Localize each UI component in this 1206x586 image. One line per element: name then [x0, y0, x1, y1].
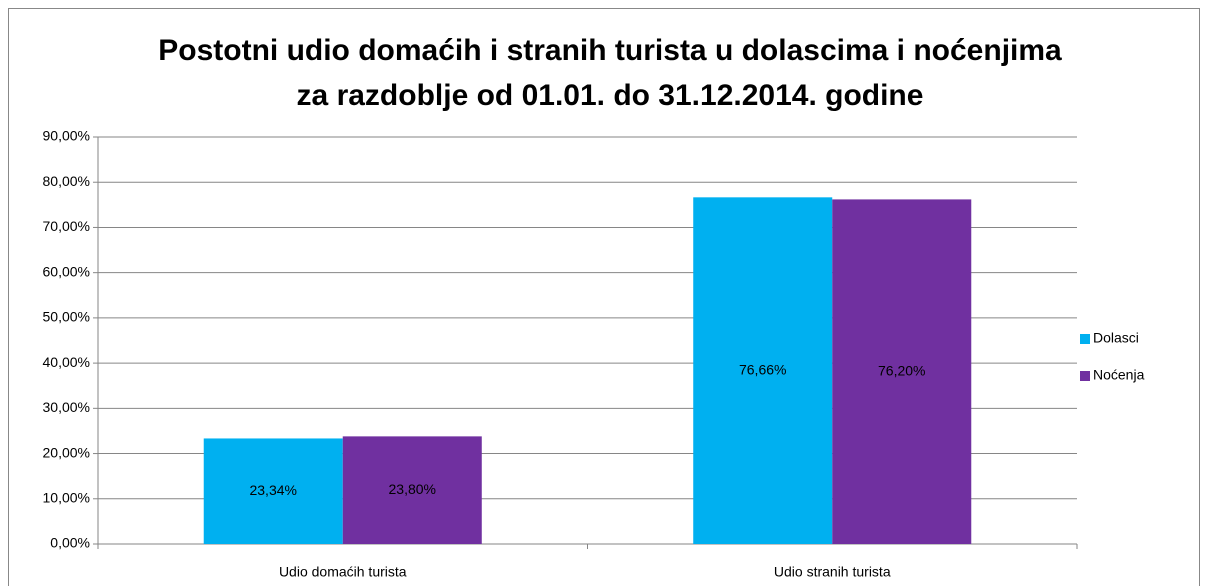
legend-swatch	[1080, 371, 1090, 381]
bar	[693, 197, 833, 544]
data-label: 23,80%	[389, 481, 436, 497]
y-tick-label: 80,00%	[43, 173, 90, 189]
data-label: 76,20%	[878, 362, 925, 378]
chart-title: Postotni udio domaćih i stranih turista …	[158, 34, 1062, 67]
x-tick-label: Udio domaćih turista	[279, 564, 407, 580]
legend-label: Dolasci	[1093, 330, 1139, 346]
data-label: 23,34%	[249, 482, 296, 498]
x-tick-label: Udio stranih turista	[774, 564, 891, 580]
y-tick-label: 90,00%	[43, 128, 90, 144]
legend-swatch	[1080, 334, 1090, 344]
chart-title: za razdoblje od 01.01. do 31.12.2014. go…	[297, 79, 924, 112]
bar	[203, 438, 343, 544]
y-tick-label: 20,00%	[43, 444, 90, 460]
legend-label: Noćenja	[1093, 367, 1145, 383]
y-tick-label: 50,00%	[43, 309, 90, 325]
bar	[832, 199, 972, 544]
y-tick-label: 40,00%	[43, 354, 90, 370]
data-label: 76,66%	[739, 361, 786, 377]
y-tick-label: 10,00%	[43, 489, 90, 505]
bar	[342, 436, 482, 544]
y-tick-label: 70,00%	[43, 218, 90, 234]
y-tick-label: 60,00%	[43, 263, 90, 279]
y-tick-label: 30,00%	[43, 399, 90, 415]
y-tick-label: 0,00%	[50, 535, 90, 551]
